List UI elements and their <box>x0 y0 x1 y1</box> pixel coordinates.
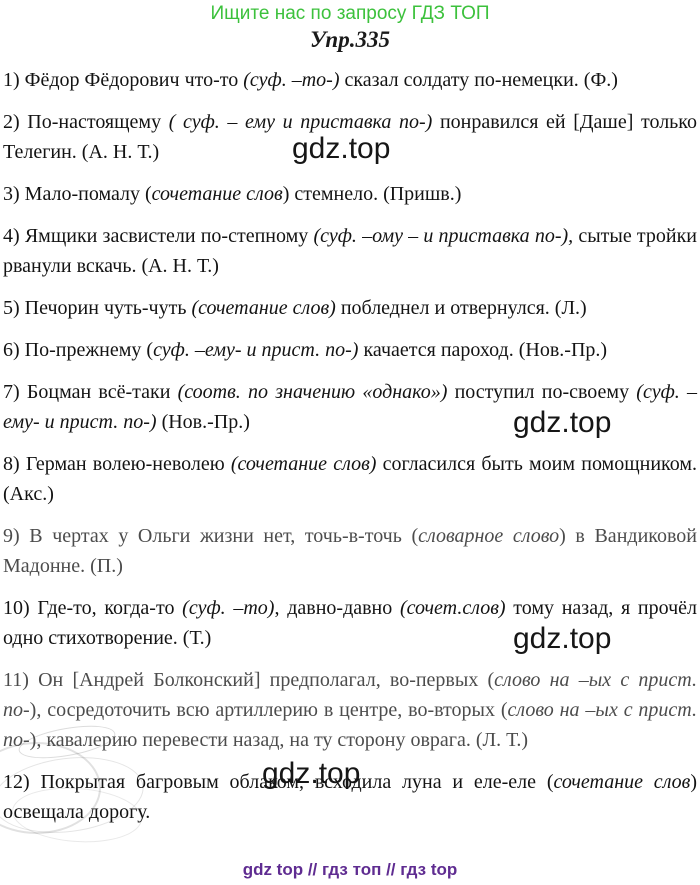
item-annotation: суф. –ему- и прист. по-) <box>153 339 359 361</box>
item-text: ), сосредоточить всю артиллерию в центре… <box>29 699 508 721</box>
item-text: 1) Фёдор Фёдорович что-то <box>3 69 244 91</box>
item-annotation: сочетание слов <box>151 183 283 205</box>
item-text: 4) Ямщики засвистели по-степному <box>3 225 314 247</box>
item-annotation: сочетание слов <box>553 771 691 793</box>
exercise-body: 1) Фёдор Фёдорович что-то (суф. –то-) ск… <box>0 53 700 827</box>
item-text: ) в Вандиковой Мадонне. (П.) <box>3 525 697 577</box>
item-text: 12) Покрытая багровым облаком, всходила … <box>3 771 554 793</box>
exercise-item-6: 6) По-прежнему (суф. –ему- и прист. по-)… <box>3 335 697 365</box>
item-annotation: (суф. –то-) <box>243 69 340 91</box>
item-annotation: (сочетание слов) <box>191 297 336 319</box>
footer-promo: gdz top // гдз топ // гдз top <box>242 860 458 879</box>
exercise-item-3: 3) Мало-помалу (сочетание слов) стемнело… <box>3 179 697 209</box>
exercise-item-5: 5) Печорин чуть-чуть (сочетание слов) по… <box>3 293 697 323</box>
item-text: 10) Где-то, когда-то <box>3 597 183 619</box>
item-text: сказал солдату по-немецки. (Ф.) <box>339 69 618 91</box>
exercise-item-4: 4) Ямщики засвистели по-степному (суф. –… <box>3 221 697 281</box>
gdz-watermark: gdz.top <box>262 757 361 790</box>
item-text: , давно-давно <box>274 597 400 619</box>
item-annotation: слово на –ых с прист. по- <box>3 669 697 721</box>
item-annotation: (суф. –ому – и приставка по-), <box>313 225 574 247</box>
exercise-item-1: 1) Фёдор Фёдорович что-то (суф. –то-) ск… <box>3 65 697 95</box>
item-text: (Нов.-Пр.) <box>156 411 250 433</box>
item-text: понравился ей [Даше] только Телегин. (А.… <box>3 111 698 163</box>
item-text: ) стемнело. (Пришв.) <box>282 183 462 205</box>
item-text: 3) Мало-помалу ( <box>3 183 152 205</box>
exercise-item-9: 9) В чертах у Ольги жизни нет, точь-в-то… <box>3 521 697 581</box>
item-text: поступил по-своему <box>447 381 637 403</box>
item-annotation: (сочет.слов) <box>399 597 506 619</box>
item-text: ) освещала дорогу. <box>3 771 698 823</box>
exercise-item-2: 2) По-настоящему ( суф. – ему и приставк… <box>3 107 697 167</box>
item-annotation: (суф. –то) <box>182 597 275 619</box>
exercise-title: Упр.335 <box>310 27 390 52</box>
exercise-item-7: 7) Боцман всё-таки (соотв. по значению «… <box>3 377 697 437</box>
exercise-item-8: 8) Герман волею-неволею (сочетание слов)… <box>3 449 697 509</box>
gdz-watermark: gdz.top <box>513 622 612 655</box>
item-text: 8) Герман волею-неволею <box>3 453 231 475</box>
item-text: 5) Печорин чуть-чуть <box>3 297 192 319</box>
item-annotation: (суф. –ему- и прист. по-) <box>3 381 697 433</box>
item-text: 9) В чертах у Ольги жизни нет, точь-в-то… <box>3 525 419 547</box>
promo-header: Ищите нас по запросу ГДЗ ТОП <box>210 3 490 24</box>
item-text: 2) По-настоящему <box>3 111 169 133</box>
item-annotation: словарное слово <box>418 525 560 547</box>
gdz-watermark: gdz.top <box>292 132 391 165</box>
item-text: согласился быть моим помощником. (Акс.) <box>3 453 697 505</box>
item-text: качается пароход. (Нов.-Пр.) <box>358 339 608 361</box>
item-text: тому назад, я прочёл одно стихотворение.… <box>3 597 697 649</box>
item-annotation: (соотв. по значению «однако») <box>177 381 448 403</box>
item-text: сытые тройки рванули вскачь. (А. Н. Т.) <box>3 225 697 277</box>
gdz-watermark: gdz.top <box>513 406 612 439</box>
item-annotation: ( суф. – ему и приставка по-) <box>168 111 433 133</box>
item-text: ), кавалерию перевести назад, на ту стор… <box>29 729 528 751</box>
exercise-item-10: 10) Где-то, когда-то (суф. –то), давно-д… <box>3 593 697 653</box>
exercise-item-11: 11) Он [Андрей Болконский] предполагал, … <box>3 665 697 755</box>
item-text: 11) Он [Андрей Болконский] предполагал, … <box>3 669 495 691</box>
item-annotation: слово на –ых с прист. по- <box>3 699 697 751</box>
item-text: побледнел и отвернулся. (Л.) <box>335 297 587 319</box>
item-text: 7) Боцман всё-таки <box>3 381 178 403</box>
item-annotation: (сочетание слов) <box>230 453 377 475</box>
exercise-item-12: 12) Покрытая багровым облаком, всходила … <box>3 767 697 827</box>
item-text: 6) По-прежнему ( <box>3 339 154 361</box>
